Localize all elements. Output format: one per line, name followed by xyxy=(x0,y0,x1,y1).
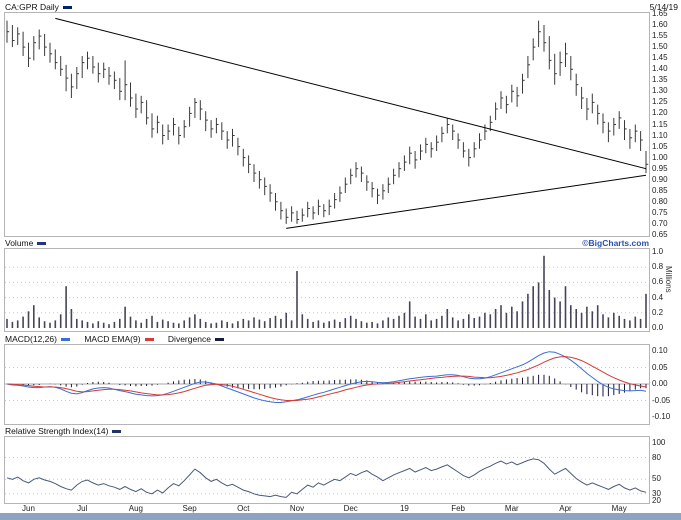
month-label: Sep xyxy=(182,504,197,513)
price-axis-tick: 1.30 xyxy=(652,86,668,96)
price-axis-tick: 1.15 xyxy=(652,119,668,129)
divergence-legend-marker xyxy=(214,338,224,342)
month-label: Nov xyxy=(289,504,305,513)
macd-header: MACD(12,26) MACD EMA(9) Divergence xyxy=(5,334,224,344)
month-label: Aug xyxy=(128,504,144,513)
macd-histogram-series xyxy=(11,374,647,397)
bigcharts-watermark[interactable]: ©BigCharts.com xyxy=(582,238,649,248)
month-label: Mar xyxy=(504,504,519,513)
macd-axis-tick: -0.05 xyxy=(652,395,671,405)
price-axis-tick: 0.65 xyxy=(652,230,668,239)
volume-axis-tick: 0.6 xyxy=(652,277,664,287)
month-label: Jul xyxy=(77,504,88,513)
price-axis-tick: 0.70 xyxy=(652,218,668,228)
month-label: 19 xyxy=(399,504,409,513)
price-axis-tick: 1.05 xyxy=(652,141,668,151)
rsi-axis-tick: 100 xyxy=(652,438,666,447)
month-label: Jun xyxy=(22,504,35,513)
price-axis-tick: 1.45 xyxy=(652,53,668,63)
price-axis-tick: 1.50 xyxy=(652,42,668,52)
price-axis-tick: 1.00 xyxy=(652,152,668,162)
macd-ema-label: MACD EMA(9) xyxy=(84,334,141,344)
rsi-series xyxy=(6,458,647,498)
price-axis-tick: 1.10 xyxy=(652,130,668,140)
price-axis-tick: 1.20 xyxy=(652,108,668,118)
gridlines xyxy=(5,266,649,495)
volume-axis-tick: 0.8 xyxy=(652,262,664,272)
volume-header: Volume xyxy=(5,238,47,248)
price-axis-tick: 1.25 xyxy=(652,97,668,107)
chart-date: 5/14/19 xyxy=(649,2,678,12)
rsi-legend-marker xyxy=(112,430,122,434)
panel-borders xyxy=(4,12,650,504)
rsi-axis-tick: 20 xyxy=(652,496,661,505)
volume-axis-tick: 0.4 xyxy=(652,292,664,302)
volume-axis-tick: 0.0 xyxy=(652,323,664,332)
price-axis-tick: 0.90 xyxy=(652,174,668,184)
volume-axis-tick: 0.2 xyxy=(652,307,664,317)
macd-label: MACD(12,26) xyxy=(5,334,57,344)
month-label: Feb xyxy=(451,504,465,513)
price-axis-tick: 1.55 xyxy=(652,31,668,41)
symbol-label: CA:GPR Daily xyxy=(5,2,59,12)
month-label: May xyxy=(611,504,627,513)
price-axis-tick: 1.60 xyxy=(652,20,668,29)
volume-legend-marker xyxy=(37,242,47,246)
macd-ema-legend-marker xyxy=(144,338,154,342)
price-axis-tick: 1.65 xyxy=(652,9,668,18)
rsi-header: Relative Strength Index(14) xyxy=(5,426,122,436)
price-axis-tick: 0.80 xyxy=(652,196,668,206)
macd-axis-tick: -0.10 xyxy=(652,412,671,421)
rsi-axis-tick: 80 xyxy=(652,452,661,462)
millions-axis-label: Millions xyxy=(664,266,673,293)
rsi-axis-tick: 30 xyxy=(652,488,661,498)
price-axis-tick: 0.85 xyxy=(652,185,668,195)
macd-axis-tick: 0.05 xyxy=(652,362,668,372)
macd-line-series xyxy=(6,351,647,403)
macd-axis-tick: 0.10 xyxy=(652,346,668,355)
divergence-label: Divergence xyxy=(167,334,211,344)
volume-axis-tick: 1.0 xyxy=(652,247,664,256)
macd-legend-marker xyxy=(60,338,70,342)
trendlines xyxy=(55,17,647,229)
symbol-title: CA:GPR Daily xyxy=(5,2,72,12)
bottom-bar xyxy=(0,513,681,520)
price-axis-tick: 1.40 xyxy=(652,64,668,74)
price-axis-tick: 0.75 xyxy=(652,207,668,217)
macd-axis-tick: 0.00 xyxy=(652,379,668,388)
price-series xyxy=(6,20,649,224)
month-label: Dec xyxy=(343,504,358,513)
price-axis-tick: 0.95 xyxy=(652,163,668,173)
rsi-axis-tick: 50 xyxy=(652,474,661,484)
month-label: Oct xyxy=(237,504,250,513)
month-label: Apr xyxy=(559,504,572,513)
volume-series xyxy=(6,255,647,328)
price-axis-tick: 1.35 xyxy=(652,75,668,85)
volume-label: Volume xyxy=(5,238,34,248)
price-legend-marker xyxy=(62,6,72,10)
rsi-label: Relative Strength Index(14) xyxy=(5,426,109,436)
